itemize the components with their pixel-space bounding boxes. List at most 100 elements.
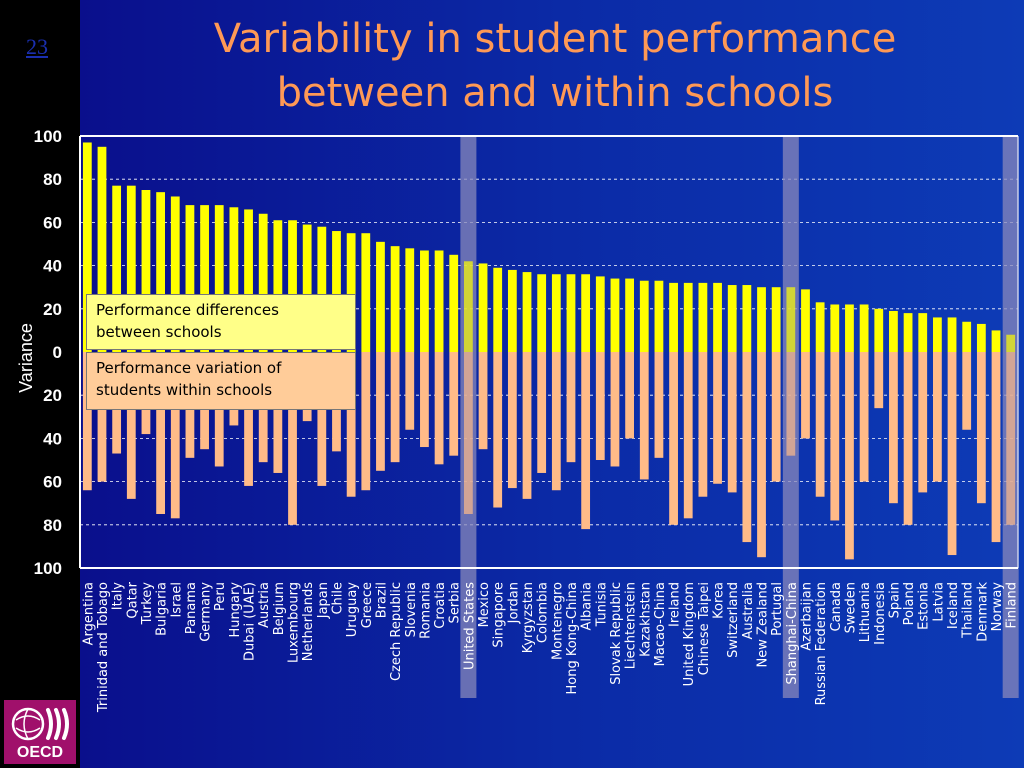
bar-between-schools (170, 196, 180, 352)
bar-between-schools (801, 289, 810, 352)
bar-within-schools (420, 352, 429, 448)
country-label: Singapore (492, 582, 507, 648)
country-label: Sweden (843, 582, 858, 633)
y-tick-labels: 100 80 60 40 20 0 20 40 60 80 100 (34, 127, 62, 578)
country-label: Peru (213, 582, 228, 611)
bar-within-schools (874, 352, 884, 409)
country-label: Russian Federation (814, 582, 829, 705)
bar-between-schools (537, 274, 547, 352)
bar-within-schools (478, 352, 488, 450)
country-label: Mexico (477, 582, 492, 627)
bar-between-schools (112, 185, 122, 352)
country-label: Liechtenstein (624, 582, 639, 669)
oecd-logo-text: OECD (16, 744, 64, 761)
bar-between-schools (683, 282, 693, 352)
bar-within-schools (566, 352, 576, 463)
country-label: Panama (184, 582, 199, 634)
country-label: Latvia (931, 582, 946, 622)
y-axis-label: Variance (16, 323, 36, 393)
country-label: Jordan (506, 582, 521, 624)
bar-within-schools (786, 352, 796, 456)
bar-within-schools (449, 352, 459, 456)
bar-between-schools (815, 302, 825, 352)
bars (82, 142, 1016, 560)
country-label: Portugal (770, 582, 785, 636)
bar-within-schools (845, 352, 854, 560)
bar-within-schools (288, 352, 297, 525)
bar-within-schools (244, 352, 253, 486)
bar-within-schools (947, 352, 957, 556)
oecd-logo: OECD (4, 700, 76, 764)
country-label: Qatar (125, 581, 140, 618)
bar-between-schools (786, 287, 796, 352)
bar-between-schools (507, 269, 517, 352)
bar-within-schools (830, 352, 840, 521)
country-label: Denmark (975, 582, 990, 642)
bar-within-schools (976, 352, 986, 504)
bar-between-schools (859, 304, 869, 352)
bar-between-schools (918, 313, 928, 352)
bar-within-schools (713, 352, 722, 484)
bar-within-schools (317, 352, 327, 486)
country-label: Austria (257, 582, 272, 628)
bar-between-schools (200, 205, 209, 352)
bar-between-schools (302, 224, 312, 352)
bar-within-schools (991, 352, 1001, 543)
bar-between-schools (288, 220, 297, 352)
bar-within-schools (376, 352, 385, 471)
country-label: Montenegro (550, 582, 565, 660)
bar-between-schools (126, 185, 136, 352)
bar-between-schools (332, 231, 341, 352)
country-label: Trinidad and Tobago (96, 582, 111, 713)
country-label: Germany (199, 582, 214, 642)
bar-between-schools (463, 261, 473, 352)
country-label: Thailand (961, 582, 976, 639)
bar-between-schools (156, 192, 166, 352)
bar-between-schools (962, 321, 972, 352)
bar-within-schools (683, 352, 693, 519)
bar-between-schools (390, 246, 400, 352)
bar-between-schools (889, 310, 898, 352)
country-label: Israel (169, 582, 184, 618)
country-labels: Argentina Trinidad and Tobago Italy Qatar Tu… (81, 581, 1019, 713)
bar-within-schools (581, 352, 591, 530)
bar-between-schools (478, 263, 488, 352)
country-label: Korea (712, 582, 727, 619)
bar-within-schools (742, 352, 752, 543)
title-line-2: between and within schools (276, 70, 834, 116)
country-label: Australia (741, 582, 756, 640)
bar-between-schools (581, 274, 591, 352)
y-tick-label: 100 (34, 127, 62, 146)
country-label: Kazakhstan (638, 582, 653, 657)
slide-number: 23 (26, 34, 48, 59)
country-label: Ireland (668, 582, 683, 627)
country-label: Turkey (140, 582, 155, 626)
bar-between-schools (229, 207, 239, 352)
bar-within-schools (405, 352, 415, 430)
country-label: Hungary (228, 582, 243, 638)
bar-within-schools (522, 352, 532, 499)
bar-between-schools (757, 287, 766, 352)
bar-between-schools (1006, 334, 1016, 352)
bar-between-schools (361, 233, 371, 352)
bar-within-schools (346, 352, 356, 497)
bar-between-schools (991, 330, 1001, 352)
country-label: Finland (1005, 582, 1020, 628)
bar-between-schools (669, 282, 678, 352)
bar-between-schools (405, 248, 415, 352)
bar-between-schools (932, 317, 942, 352)
bar-within-schools (639, 352, 649, 480)
bar-within-schools (507, 352, 517, 489)
country-label: Italy (111, 582, 126, 611)
bar-between-schools (625, 278, 635, 352)
bar-between-schools (742, 285, 752, 352)
bar-between-schools (771, 287, 781, 352)
y-tick-label: 20 (43, 386, 62, 405)
bar-within-schools (771, 352, 781, 482)
bar-within-schools (537, 352, 547, 473)
bar-between-schools (654, 280, 664, 352)
country-label: Belgium (272, 582, 287, 635)
country-label: United Kingdom (682, 582, 697, 686)
axes (79, 135, 1019, 569)
country-label: Iceland (946, 582, 961, 629)
